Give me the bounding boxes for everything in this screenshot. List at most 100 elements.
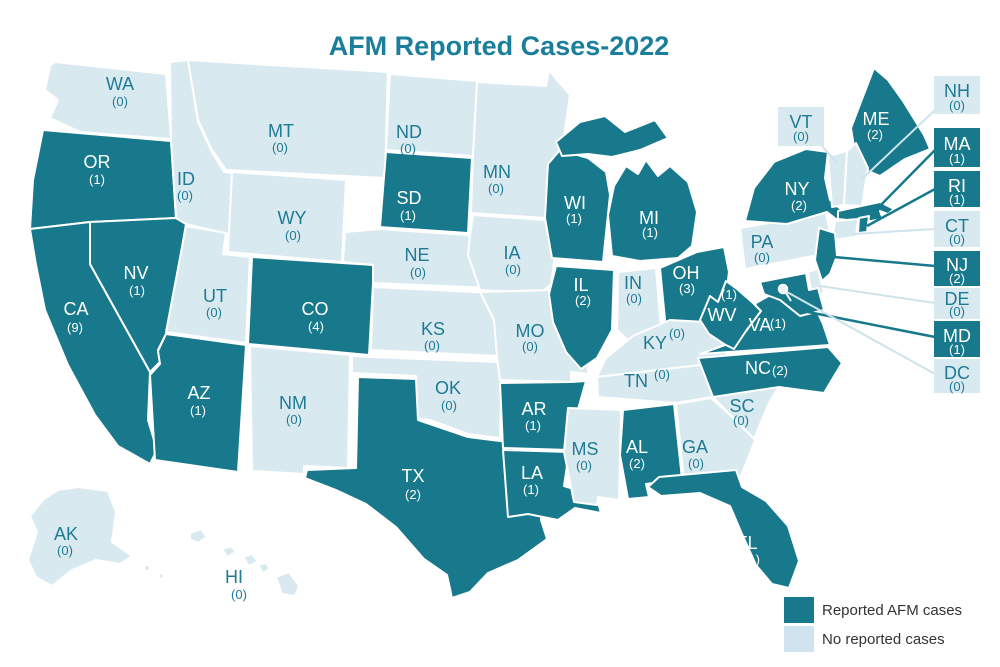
callout-nh: NH (0): [934, 76, 980, 114]
dc-marker: [777, 283, 792, 302]
label-hi: HI: [225, 567, 243, 587]
count-ca: (9): [67, 320, 83, 335]
svg-text:(0): (0): [949, 232, 965, 247]
label-oh: OH: [673, 263, 700, 283]
leader-vt: [821, 145, 838, 164]
count-hi: (0): [231, 587, 247, 602]
state-shapes: [27, 59, 931, 599]
count-ut: (0): [206, 305, 222, 320]
leader-ma: [875, 149, 936, 211]
svg-text:NH: NH: [944, 81, 970, 101]
svg-text:(1): (1): [949, 192, 965, 207]
state-ok: [351, 355, 503, 439]
count-oh: (3): [679, 281, 695, 296]
callout-nj: NJ (2): [934, 251, 980, 286]
count-ia: (0): [505, 262, 521, 277]
count-sd: (1): [400, 208, 416, 223]
callout-boxes: VT (0) NH (0) MA (1) RI (1) CT (0) NJ (2…: [778, 76, 980, 394]
state-mt: [187, 59, 389, 179]
svg-text:RI: RI: [948, 176, 966, 196]
label-ok: OK: [435, 378, 461, 398]
count-ok: (0): [441, 398, 457, 413]
state-me: [850, 67, 931, 177]
callout-ct: CT (0): [934, 211, 980, 247]
state-sd: [379, 151, 473, 234]
count-mn: (0): [488, 181, 504, 196]
label-ny: NY: [784, 179, 809, 199]
state-wv: [699, 280, 762, 350]
count-or: (1): [89, 172, 105, 187]
label-co: CO: [302, 299, 329, 319]
svg-text:(0): (0): [949, 98, 965, 113]
count-tn: (0): [654, 367, 670, 382]
callout-ma: MA (1): [934, 128, 980, 167]
svg-text:NJ: NJ: [946, 255, 968, 275]
count-tx: (2): [405, 487, 421, 502]
label-ga: GA: [682, 437, 708, 457]
label-al: AL: [626, 437, 648, 457]
label-nc: NC: [745, 358, 771, 378]
legend-swatch-reported: [784, 597, 814, 623]
state-nc: [697, 346, 843, 398]
leader-nh: [860, 109, 936, 181]
state-mi-upper: [555, 115, 669, 158]
label-il: IL: [573, 275, 588, 295]
label-ks: KS: [421, 319, 445, 339]
svg-text:(0): (0): [949, 379, 965, 394]
count-mo: (0): [522, 339, 538, 354]
count-ne: (0): [410, 265, 426, 280]
ak-island-dot: [157, 572, 165, 580]
svg-text:CT: CT: [945, 216, 969, 236]
label-sc: SC: [729, 396, 754, 416]
label-sd: SD: [396, 188, 421, 208]
state-mi: [607, 159, 698, 262]
state-ut: [165, 225, 251, 344]
count-wy: (0): [285, 228, 301, 243]
label-wa: WA: [106, 74, 134, 94]
state-il: [548, 265, 615, 370]
svg-text:DE: DE: [944, 289, 969, 309]
label-tx: TX: [401, 466, 424, 486]
callout-dc: DC (0): [934, 359, 980, 394]
svg-text:(1): (1): [949, 151, 965, 166]
label-or: OR: [84, 152, 111, 172]
state-tx: [304, 376, 548, 599]
svg-text:(2): (2): [949, 271, 965, 286]
count-mi: (1): [642, 225, 658, 240]
state-hi: [189, 528, 300, 597]
state-labels: WA (0) OR (1) CA (9) NV (1) ID (0) MT (0…: [54, 74, 890, 602]
leader-ct: [852, 228, 936, 235]
label-ky: KY: [643, 333, 667, 353]
label-nm: NM: [279, 393, 307, 413]
count-az: (1): [190, 403, 206, 418]
count-nd: (0): [400, 141, 416, 156]
count-ar: (1): [525, 418, 541, 433]
label-ar: AR: [521, 399, 546, 419]
label-az: AZ: [187, 383, 210, 403]
callout-md: MD (1): [934, 321, 980, 357]
state-nm: [249, 345, 351, 475]
state-ak: [27, 486, 133, 587]
count-ms: (0): [576, 458, 592, 473]
count-in: (0): [626, 291, 642, 306]
count-ny: (2): [791, 198, 807, 213]
label-ms: MS: [572, 439, 599, 459]
state-mn: [470, 69, 571, 219]
label-id: ID: [177, 169, 195, 189]
svg-text:(0): (0): [949, 304, 965, 319]
leader-dc: [786, 291, 936, 375]
label-wv: WV: [708, 305, 737, 325]
svg-text:(0): (0): [793, 129, 809, 144]
count-mt: (0): [272, 140, 288, 155]
svg-text:VT: VT: [789, 112, 812, 132]
label-nd: ND: [396, 122, 422, 142]
count-nv: (1): [129, 283, 145, 298]
leader-de: [819, 285, 936, 304]
count-ga: (0): [688, 456, 704, 471]
count-il: (2): [575, 293, 591, 308]
callout-ri: RI (1): [934, 171, 980, 207]
label-ut: UT: [203, 286, 227, 306]
label-wi: WI: [564, 193, 586, 213]
callout-vt: VT (0): [778, 107, 824, 146]
